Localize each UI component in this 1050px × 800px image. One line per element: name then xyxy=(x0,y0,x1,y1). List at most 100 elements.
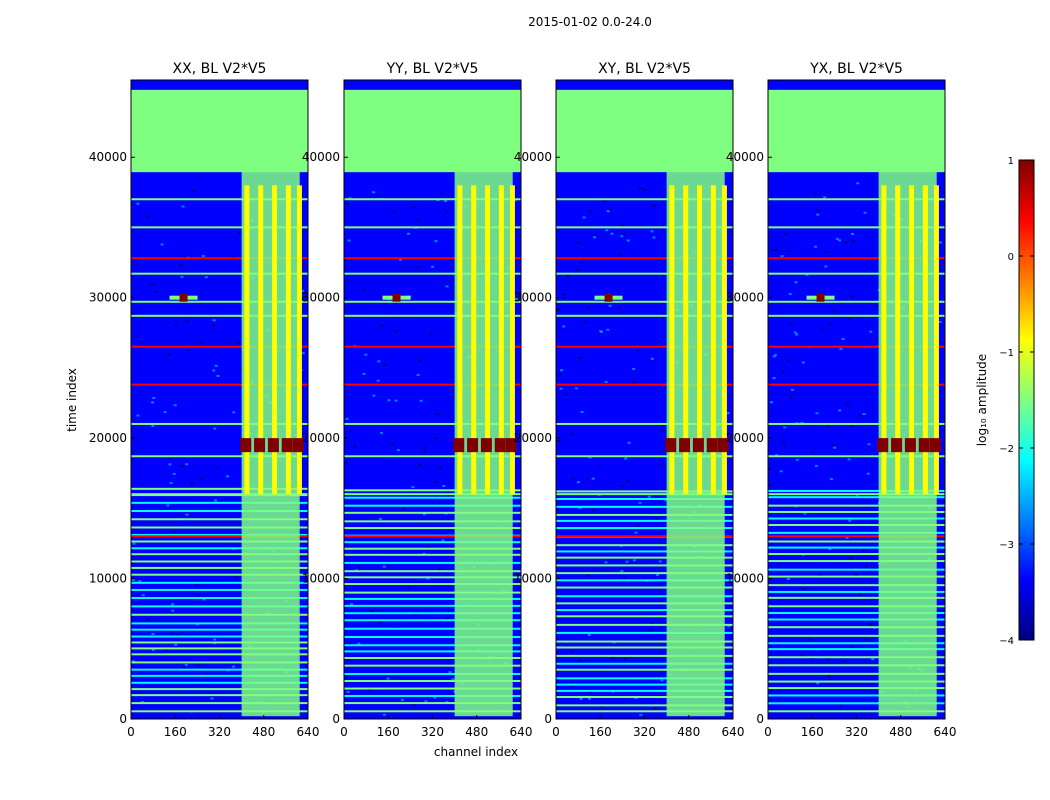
heatmap-noise xyxy=(416,219,420,222)
heatmap-noise xyxy=(847,458,851,461)
heatmap-stripe xyxy=(344,702,521,705)
heatmap-stripe xyxy=(556,654,733,657)
heatmap-noise xyxy=(422,446,426,449)
heatmap-stripe xyxy=(344,694,521,697)
heatmap-stripe xyxy=(768,489,945,492)
heatmap-stripe xyxy=(131,226,308,229)
heatmap-noise xyxy=(146,617,150,620)
heatmap-noise xyxy=(204,673,208,676)
heatmap-noise xyxy=(168,463,172,466)
heatmap-stripe xyxy=(131,493,308,496)
heatmap-noise xyxy=(858,414,862,417)
heatmap-noise xyxy=(643,188,647,191)
heatmap-noise xyxy=(136,414,140,417)
heatmap-noise xyxy=(197,663,201,666)
heatmap-hot-channel xyxy=(922,185,928,495)
heatmap-noise xyxy=(661,429,665,432)
heatmap-noise xyxy=(564,393,568,396)
heatmap-noise xyxy=(418,359,422,362)
colorbar-label: log₁₀ amplitude xyxy=(975,354,989,446)
heatmap-noise xyxy=(442,484,446,487)
heatmap-stripe xyxy=(556,314,733,317)
heatmap-noise xyxy=(394,399,398,402)
y-tick-label: 40000 xyxy=(302,150,340,164)
heatmap-noise xyxy=(774,248,778,251)
heatmap-noise xyxy=(660,679,664,682)
heatmap-stripe xyxy=(344,345,521,348)
heatmap-stripe xyxy=(768,524,945,527)
heatmap-hot-cell xyxy=(717,438,729,453)
x-tick-label: 320 xyxy=(208,725,231,739)
heatmap-noise xyxy=(814,464,818,467)
y-tick-label: 10000 xyxy=(302,572,340,586)
heatmap-noise xyxy=(226,475,230,478)
heatmap-stripe xyxy=(344,561,521,564)
heatmap-stripe xyxy=(344,570,521,573)
heatmap-stripe xyxy=(344,198,521,201)
colorbar-tick-label: −3 xyxy=(999,540,1014,551)
heatmap-flagged-region xyxy=(556,89,733,172)
heatmap-noise xyxy=(768,484,772,487)
heatmap-noise xyxy=(131,579,135,582)
heatmap-noise xyxy=(367,688,371,691)
heatmap-stripe xyxy=(344,272,521,275)
heatmap-noise xyxy=(214,364,218,367)
heatmap-noise xyxy=(173,404,177,407)
heatmap-stripe xyxy=(556,493,733,496)
heatmap-noise xyxy=(788,293,792,296)
heatmap-stripe xyxy=(556,497,733,500)
heatmap-stripe xyxy=(344,710,521,713)
x-tick-label: 480 xyxy=(465,725,488,739)
heatmap-noise xyxy=(826,425,830,428)
heatmap-noise xyxy=(301,352,305,355)
heatmap-stripe xyxy=(344,604,521,607)
heatmap-noise xyxy=(600,705,604,708)
heatmap-stripe xyxy=(556,623,733,626)
heatmap-stripe xyxy=(131,573,308,576)
heatmap-noise xyxy=(427,546,431,549)
heatmap-noise xyxy=(627,441,631,444)
heatmap-stripe xyxy=(556,609,733,612)
heatmap-noise xyxy=(181,205,185,208)
y-tick-label: 40000 xyxy=(726,150,764,164)
heatmap-noise xyxy=(814,192,818,195)
heatmap-stripe xyxy=(768,455,945,458)
y-tick-label: 40000 xyxy=(514,150,552,164)
heatmap-noise xyxy=(634,531,638,534)
heatmap-stripe xyxy=(131,487,308,490)
heatmap-stripe xyxy=(768,710,945,713)
heatmap-noise xyxy=(434,240,438,243)
heatmap-hot-cell xyxy=(467,438,479,453)
heatmap-noise xyxy=(842,660,846,663)
heatmap-noise xyxy=(839,347,843,350)
heatmap-stripe xyxy=(344,583,521,586)
heatmap-noise xyxy=(823,196,827,199)
heatmap-noise xyxy=(556,439,560,442)
heatmap-noise xyxy=(606,328,610,331)
heatmap-stripe xyxy=(131,622,308,625)
heatmap-noise xyxy=(771,248,775,251)
colorbar-tick-label: 1 xyxy=(1008,156,1014,167)
heatmap-stripe xyxy=(556,544,733,547)
heatmap-noise xyxy=(794,384,798,387)
y-tick-label: 20000 xyxy=(726,431,764,445)
heatmap-stripe xyxy=(131,553,308,556)
heatmap-noise xyxy=(232,411,236,414)
heatmap-stripe xyxy=(768,383,945,386)
heatmap-noise xyxy=(586,478,590,481)
heatmap-noise xyxy=(593,233,597,236)
heatmap-stripe xyxy=(556,490,733,493)
heatmap-noise xyxy=(623,657,627,660)
heatmap-stripe xyxy=(768,634,945,637)
heatmap-noise xyxy=(174,324,178,327)
x-tick-label: 0 xyxy=(340,725,348,739)
x-tick-label: 640 xyxy=(934,725,957,739)
heatmap-noise xyxy=(617,307,621,310)
heatmap-noise xyxy=(795,458,799,461)
heatmap-noise xyxy=(558,373,562,376)
heatmap-noise xyxy=(357,642,361,645)
heatmap-stripe xyxy=(344,597,521,600)
heatmap-noise xyxy=(190,483,194,486)
heatmap-noise xyxy=(876,337,880,340)
heatmap-stripe xyxy=(556,689,733,692)
